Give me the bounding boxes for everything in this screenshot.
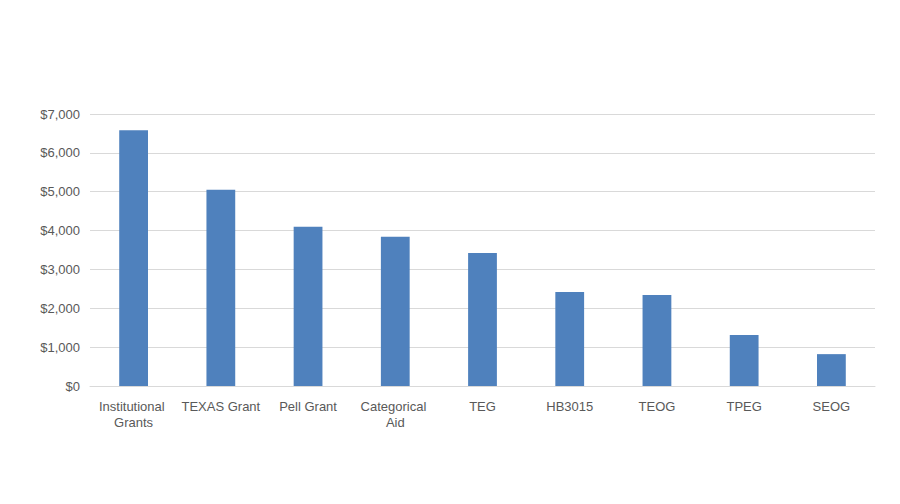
svg-text:TEG: TEG (469, 399, 496, 414)
svg-text:Categorical: Categorical (361, 399, 430, 414)
svg-text:TEOG: TEOG (639, 399, 676, 414)
svg-text:$0: $0 (66, 379, 80, 394)
svg-text:$6,000: $6,000 (40, 145, 80, 160)
svg-text:Aid: Aid (386, 415, 405, 430)
svg-text:HB3015: HB3015 (546, 399, 593, 414)
svg-text:$5,000: $5,000 (40, 184, 80, 199)
svg-text:Grants: Grants (114, 415, 154, 430)
svg-text:$3,000: $3,000 (40, 262, 80, 277)
svg-text:$4,000: $4,000 (40, 223, 80, 238)
svg-text:$2,000: $2,000 (40, 301, 80, 316)
svg-text:TPEG: TPEG (726, 399, 761, 414)
svg-text:Institutional: Institutional (99, 399, 168, 414)
svg-text:Pell Grant: Pell Grant (279, 399, 337, 414)
svg-text:$1,000: $1,000 (40, 340, 80, 355)
svg-text:TEXAS Grant: TEXAS Grant (181, 399, 260, 414)
svg-text:SEOG: SEOG (813, 399, 851, 414)
svg-text:$7,000: $7,000 (40, 107, 80, 122)
